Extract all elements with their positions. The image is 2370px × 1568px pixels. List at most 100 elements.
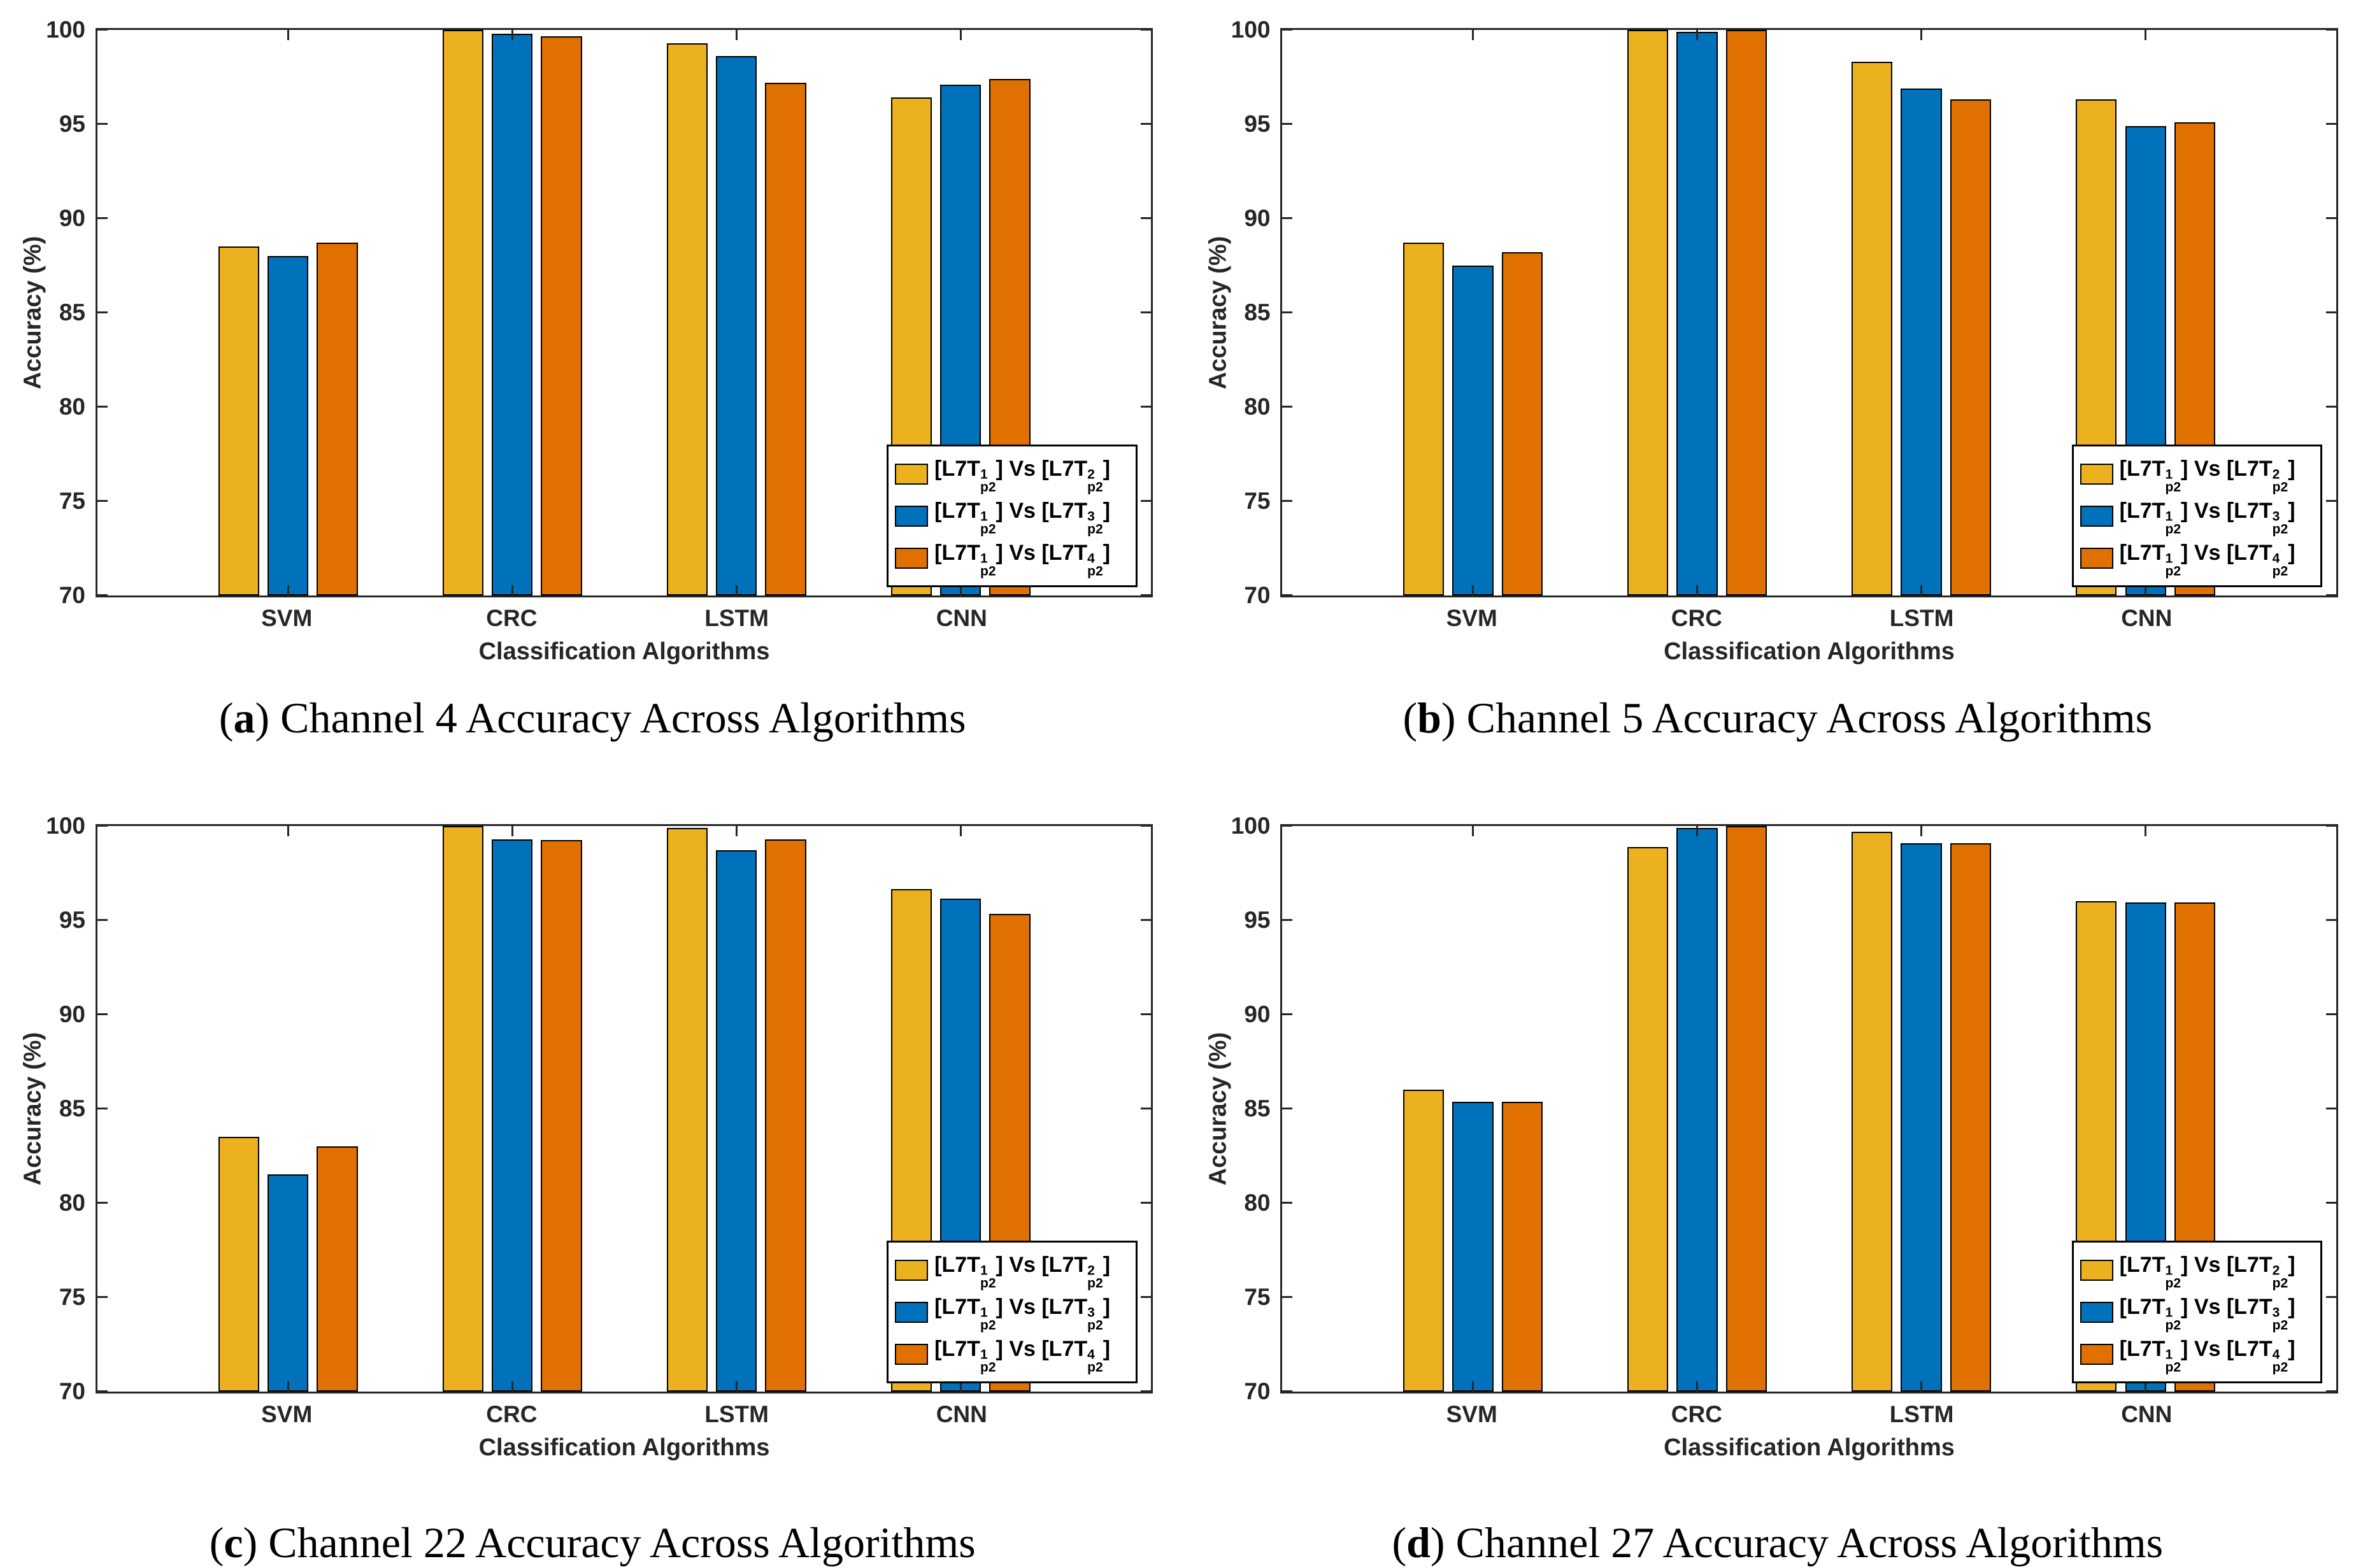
y-tick-right xyxy=(2326,406,2336,408)
x-tick-bottom xyxy=(1472,1381,1474,1392)
superscript: 1 xyxy=(2165,1307,2181,1320)
subscript: p2 xyxy=(2273,524,2288,536)
superscript: 1 xyxy=(980,553,996,566)
subscript: p2 xyxy=(2165,1320,2181,1332)
y-tick-left xyxy=(97,1296,108,1298)
subscript: p2 xyxy=(980,524,996,536)
x-tick-label: SVM xyxy=(1446,1401,1497,1428)
legend-label-text: [L7T xyxy=(2120,1253,2166,1277)
y-tick-right xyxy=(2326,919,2336,921)
legend-label-text: ] Vs [L7T xyxy=(2181,541,2273,565)
bar-svm-series3 xyxy=(317,1146,357,1392)
y-tick-label: 70 xyxy=(0,1378,85,1405)
x-tick-label: LSTM xyxy=(704,1401,769,1428)
legend-label-text: [L7T xyxy=(934,1295,980,1319)
bar-svm-series2 xyxy=(1452,1102,1493,1391)
y-tick-label: 95 xyxy=(0,907,85,934)
x-tick-label: CNN xyxy=(936,1401,987,1428)
y-tick-left xyxy=(97,1202,108,1204)
bar-svm-series2 xyxy=(268,256,308,595)
y-tick-left xyxy=(1282,1013,1292,1015)
y-tick-right xyxy=(1141,1296,1151,1298)
legend-label-text: ] xyxy=(2288,1295,2295,1319)
subscript: p2 xyxy=(2165,481,2181,494)
legend-label-text: ] Vs [L7T xyxy=(996,1253,1088,1277)
y-tick-label: 80 xyxy=(0,1190,85,1216)
superscript: 2 xyxy=(1087,1265,1103,1278)
y-tick-label: 100 xyxy=(0,17,85,43)
subscript: p2 xyxy=(980,1320,996,1332)
subscript: p2 xyxy=(1087,566,1103,578)
y-tick-left xyxy=(1282,123,1292,125)
bar-lstm-series3 xyxy=(765,839,806,1392)
caption-paren: ( xyxy=(210,1518,224,1567)
x-tick-label: LSTM xyxy=(1890,605,1954,632)
legend-swatch-series2 xyxy=(2080,506,2113,527)
superscript: 4 xyxy=(1087,553,1103,566)
legend-label-text: [L7T xyxy=(934,457,980,481)
y-tick-right xyxy=(1141,1390,1151,1392)
caption-paren: ) xyxy=(243,1518,258,1567)
y-tick-left xyxy=(1282,29,1292,31)
y-tick-label: 85 xyxy=(0,299,85,326)
bar-crc-series3 xyxy=(541,840,582,1391)
x-tick-label: CRC xyxy=(1671,605,1722,632)
bar-lstm-series2 xyxy=(1901,843,1941,1392)
caption-letter: d xyxy=(1406,1518,1431,1567)
x-tick-top xyxy=(736,30,738,40)
legend-swatch-series2 xyxy=(895,1302,928,1323)
legend-label-text: ] Vs [L7T xyxy=(996,1295,1088,1319)
y-tick-left xyxy=(1282,406,1292,408)
y-tick-left xyxy=(1282,1296,1292,1298)
legend-swatch-series1 xyxy=(895,1260,928,1281)
x-tick-label: CNN xyxy=(2121,605,2172,632)
x-tick-top xyxy=(287,30,289,40)
legend-label-text: ] xyxy=(1103,1295,1110,1319)
caption-text: Channel 27 Accuracy Across Algorithms xyxy=(1445,1518,2163,1567)
bar-svm-series3 xyxy=(1502,1102,1543,1391)
legend-label-text: ] xyxy=(2288,457,2295,481)
x-tick-top xyxy=(960,826,962,836)
y-tick-left xyxy=(97,1013,108,1015)
y-tick-right xyxy=(2326,1296,2336,1298)
legend-label-text: ] xyxy=(1103,1253,1110,1277)
y-tick-left xyxy=(97,919,108,921)
y-tick-right xyxy=(1141,1013,1151,1015)
y-tick-label: 90 xyxy=(0,205,85,232)
bar-crc-series3 xyxy=(1726,826,1767,1392)
subscript: p2 xyxy=(980,481,996,494)
subscript: p2 xyxy=(2165,566,2181,578)
superscript: 1 xyxy=(980,469,996,481)
y-tick-right xyxy=(2326,29,2336,31)
bar-crc-series2 xyxy=(492,839,532,1392)
y-tick-right xyxy=(1141,1108,1151,1109)
legend-swatch-series3 xyxy=(895,1344,928,1365)
superscript: 2 xyxy=(2273,469,2288,481)
legend-swatch-series1 xyxy=(895,464,928,485)
